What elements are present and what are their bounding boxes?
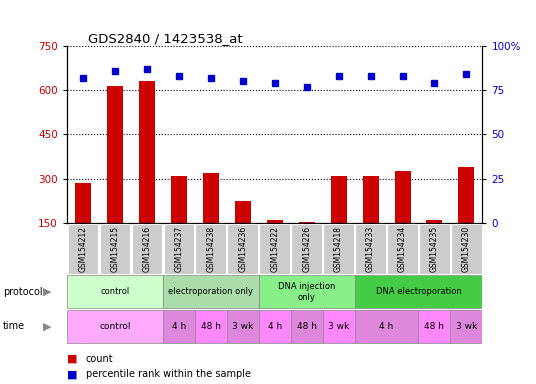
- FancyBboxPatch shape: [195, 310, 227, 343]
- Text: control: control: [99, 322, 131, 331]
- FancyBboxPatch shape: [387, 224, 418, 273]
- Text: GSM154222: GSM154222: [270, 226, 279, 271]
- Bar: [203, 173, 219, 223]
- Text: GSM154216: GSM154216: [143, 225, 151, 272]
- Text: ■: ■: [67, 369, 78, 379]
- Text: DNA injection
only: DNA injection only: [278, 282, 336, 301]
- Text: ▶: ▶: [43, 287, 51, 297]
- FancyBboxPatch shape: [355, 224, 386, 273]
- Text: GSM154234: GSM154234: [398, 225, 407, 272]
- FancyBboxPatch shape: [227, 224, 258, 273]
- Text: 48 h: 48 h: [296, 322, 317, 331]
- Text: GSM154235: GSM154235: [430, 225, 439, 272]
- FancyBboxPatch shape: [450, 310, 482, 343]
- FancyBboxPatch shape: [419, 310, 450, 343]
- Text: GSM154230: GSM154230: [462, 225, 471, 272]
- Text: GSM154238: GSM154238: [206, 225, 215, 272]
- Bar: [171, 175, 187, 223]
- FancyBboxPatch shape: [227, 310, 259, 343]
- FancyBboxPatch shape: [355, 275, 482, 308]
- FancyBboxPatch shape: [67, 310, 163, 343]
- Bar: [458, 167, 474, 223]
- Text: 3 wk: 3 wk: [232, 322, 254, 331]
- FancyBboxPatch shape: [163, 224, 194, 273]
- FancyBboxPatch shape: [419, 224, 450, 273]
- Text: 4 h: 4 h: [267, 322, 282, 331]
- Text: ▶: ▶: [43, 321, 51, 331]
- Text: 48 h: 48 h: [425, 322, 444, 331]
- Text: 4 h: 4 h: [379, 322, 393, 331]
- Bar: [75, 183, 91, 223]
- FancyBboxPatch shape: [163, 310, 195, 343]
- Text: GDS2840 / 1423538_at: GDS2840 / 1423538_at: [88, 32, 242, 45]
- FancyBboxPatch shape: [100, 224, 130, 273]
- Text: count: count: [86, 354, 114, 364]
- Text: GSM154237: GSM154237: [174, 225, 183, 272]
- Text: GSM154218: GSM154218: [334, 226, 343, 271]
- FancyBboxPatch shape: [163, 275, 259, 308]
- Text: 48 h: 48 h: [201, 322, 221, 331]
- FancyBboxPatch shape: [323, 224, 354, 273]
- Text: percentile rank within the sample: percentile rank within the sample: [86, 369, 251, 379]
- Text: GSM154212: GSM154212: [78, 226, 87, 271]
- FancyBboxPatch shape: [259, 224, 290, 273]
- Text: control: control: [100, 287, 130, 296]
- FancyBboxPatch shape: [131, 224, 162, 273]
- Text: GSM154233: GSM154233: [366, 225, 375, 272]
- Bar: [267, 220, 282, 223]
- Bar: [362, 176, 378, 223]
- FancyBboxPatch shape: [196, 224, 226, 273]
- Text: time: time: [3, 321, 25, 331]
- Text: GSM154215: GSM154215: [110, 225, 120, 272]
- Text: GSM154236: GSM154236: [238, 225, 247, 272]
- Bar: [427, 220, 442, 223]
- Bar: [139, 81, 155, 223]
- FancyBboxPatch shape: [292, 224, 322, 273]
- Bar: [107, 86, 123, 223]
- Text: 3 wk: 3 wk: [456, 322, 477, 331]
- Bar: [235, 200, 251, 223]
- Text: electroporation only: electroporation only: [168, 287, 254, 296]
- Text: 4 h: 4 h: [172, 322, 186, 331]
- FancyBboxPatch shape: [259, 275, 355, 308]
- FancyBboxPatch shape: [355, 310, 419, 343]
- Bar: [299, 222, 315, 223]
- FancyBboxPatch shape: [68, 224, 98, 273]
- FancyBboxPatch shape: [291, 310, 323, 343]
- Bar: [331, 175, 347, 223]
- FancyBboxPatch shape: [259, 310, 291, 343]
- Bar: [394, 171, 411, 223]
- Text: ■: ■: [67, 354, 78, 364]
- FancyBboxPatch shape: [67, 275, 163, 308]
- Text: 3 wk: 3 wk: [328, 322, 349, 331]
- Text: GSM154226: GSM154226: [302, 225, 311, 272]
- FancyBboxPatch shape: [323, 310, 355, 343]
- Text: DNA electroporation: DNA electroporation: [376, 287, 461, 296]
- Text: protocol: protocol: [3, 287, 42, 297]
- FancyBboxPatch shape: [451, 224, 482, 273]
